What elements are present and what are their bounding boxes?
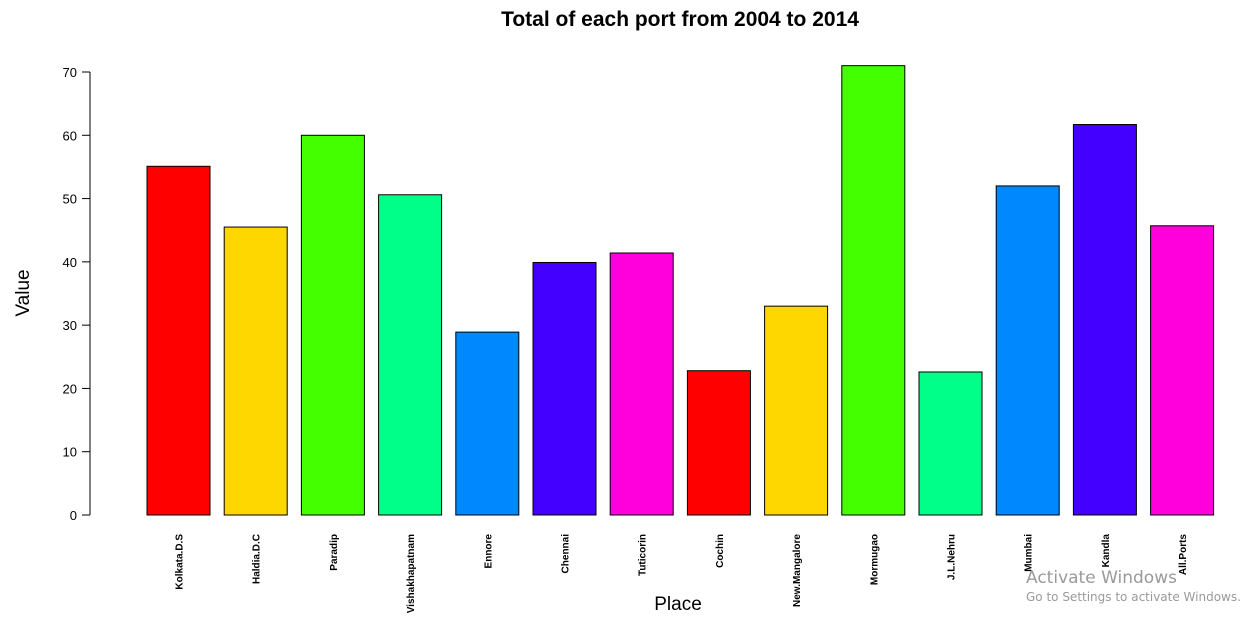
x-tick-label: Haldia.D.C: [252, 534, 263, 584]
bar-new-mangalore: [764, 305, 829, 516]
y-axis-label: Value: [13, 269, 34, 316]
bar-vishakhapatnam: [378, 194, 443, 516]
bar-paradip: [300, 134, 365, 516]
x-tick-label: Paradip: [329, 534, 340, 571]
bar-cochin: [686, 370, 751, 516]
chart-title: Total of each port from 2004 to 2014: [501, 8, 859, 31]
bar-chennai: [532, 261, 597, 516]
x-tick-label: Tuticorin: [638, 534, 649, 576]
x-tick-label: Cochin: [715, 534, 726, 568]
x-tick-label: Mormugao: [869, 534, 880, 585]
y-tick-label: 70: [63, 65, 77, 80]
x-tick-label: Chennai: [561, 534, 572, 574]
x-tick-label: All.Ports: [1178, 534, 1189, 576]
y-tick-label: 10: [63, 445, 77, 460]
y-tick-label: 0: [70, 508, 77, 523]
x-tick-label: Kandla: [1101, 534, 1112, 568]
x-tick-label: Mumbai: [1024, 534, 1035, 572]
y-axis: 0 10 20 30 40 50 60 70: [63, 65, 91, 523]
bar-mormugao: [841, 65, 906, 516]
bar-kandla: [1072, 124, 1137, 516]
x-tick-labels: Kolkata.D.S Haldia.D.C Paradip Vishakhapatn…: [175, 534, 1190, 614]
x-tick-label: Ennore: [483, 534, 494, 569]
bar-haldia-d-c: [223, 226, 288, 516]
x-tick-label: Kolkata.D.S: [175, 534, 186, 590]
bars-group: [146, 65, 1215, 516]
x-tick-label: J.L.Nehru: [947, 534, 958, 580]
y-tick-label: 30: [63, 318, 77, 333]
bar-mumbai: [995, 185, 1060, 516]
y-tick-label: 40: [63, 255, 77, 270]
x-axis-label: Place: [654, 594, 702, 615]
x-tick-label: Vishakhapatnam: [406, 534, 417, 613]
bar-j-l-nehru: [918, 371, 983, 516]
bar-tuticorin: [609, 252, 674, 516]
y-tick-label: 50: [63, 192, 77, 207]
y-tick-label: 60: [63, 128, 77, 143]
bar-ennore: [455, 331, 520, 516]
x-tick-label: New.Mangalore: [792, 534, 803, 607]
y-tick-label: 20: [63, 381, 77, 396]
bar-all-ports: [1150, 225, 1215, 516]
bar-kolkata-d-s: [146, 165, 211, 516]
